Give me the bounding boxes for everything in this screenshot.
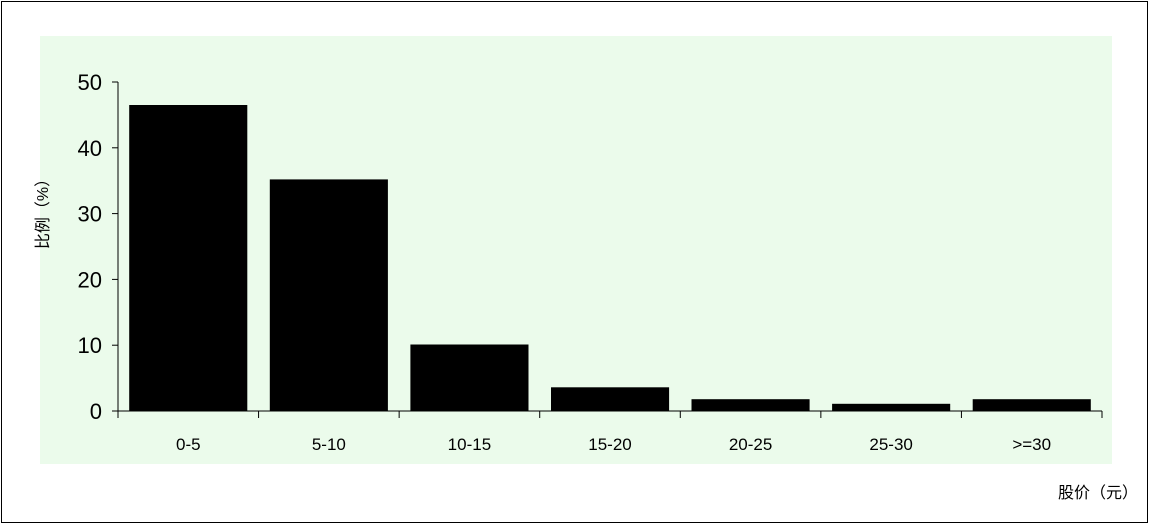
x-axis: 0-5 5-10 10-15 15-20 20-25 25-30 >=30 xyxy=(117,410,1103,454)
y-tick-label-30: 30 xyxy=(78,202,102,227)
bar-20-25 xyxy=(691,399,810,411)
bar->=30 xyxy=(972,399,1091,411)
y-tick-label-20: 20 xyxy=(78,267,102,292)
y-tick-label-0: 0 xyxy=(90,399,102,424)
x-tick-label-5-10: 5-10 xyxy=(312,435,346,454)
bar-25-30 xyxy=(832,403,951,411)
x-tick-label-10-15: 10-15 xyxy=(448,435,491,454)
y-axis-title: 比例（%） xyxy=(34,171,52,249)
x-tick-label-15-20: 15-20 xyxy=(588,435,631,454)
x-axis-title: 股价（元） xyxy=(1058,484,1138,502)
x-tick-label-20-25: 20-25 xyxy=(729,435,772,454)
x-tick-label-25-30: 25-30 xyxy=(869,435,912,454)
y-axis: 0 10 20 30 40 50 xyxy=(78,70,119,424)
bar-15-20 xyxy=(551,387,670,411)
bars-group xyxy=(129,105,1091,411)
bar-5-10 xyxy=(269,179,388,411)
y-tick-label-10: 10 xyxy=(78,333,102,358)
x-tick-label-0-5: 0-5 xyxy=(176,435,201,454)
y-tick-label-50: 50 xyxy=(78,70,102,95)
bar-0-5 xyxy=(129,105,248,411)
x-tick-label->=30: >=30 xyxy=(1012,435,1051,454)
bar-10-15 xyxy=(410,344,529,411)
y-tick-label-40: 40 xyxy=(78,136,102,161)
